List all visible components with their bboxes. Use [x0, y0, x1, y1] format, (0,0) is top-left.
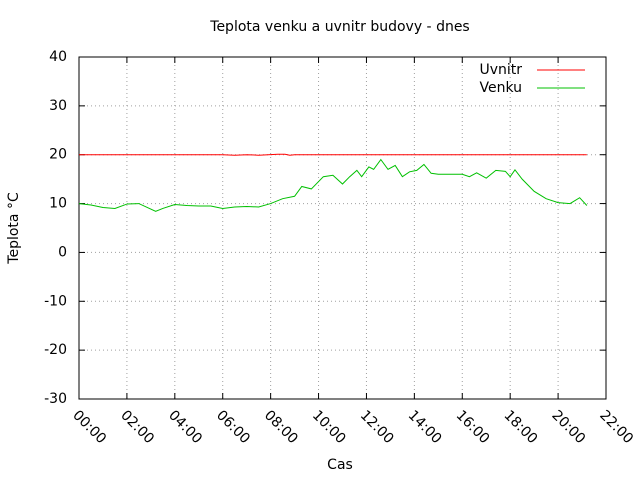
- x-tick-label: 00:00: [69, 407, 109, 447]
- x-tick-label: 12:00: [357, 407, 397, 447]
- x-tick-label: 18:00: [501, 407, 541, 447]
- x-tick-label: 06:00: [213, 407, 253, 447]
- x-tick-label: 02:00: [117, 407, 157, 447]
- x-tick-label: 14:00: [405, 407, 445, 447]
- x-tick-label: 08:00: [261, 407, 301, 447]
- y-tick-label: -30: [44, 391, 67, 407]
- y-tick-label: 10: [49, 196, 67, 212]
- y-tick-label: 30: [49, 98, 67, 114]
- y-axis-label: Teplota °C: [6, 192, 22, 265]
- y-tick-label: -20: [44, 342, 67, 358]
- y-tick-label: 20: [49, 147, 67, 163]
- x-axis-label: Cas: [327, 457, 353, 473]
- data-line: [78, 158, 588, 212]
- chart-title: Teplota venku a uvnitr budovy - dnes: [209, 19, 469, 35]
- x-tick-label: 22:00: [596, 407, 636, 447]
- legend-label: Uvnitr: [479, 62, 522, 78]
- x-tick-label: 16:00: [453, 407, 493, 447]
- legend-label: Venku: [479, 80, 522, 96]
- x-tick-label: 20:00: [548, 407, 588, 447]
- x-tick-label: 10:00: [309, 407, 349, 447]
- y-tick-label: 0: [58, 244, 67, 260]
- x-tick-label: 04:00: [165, 407, 205, 447]
- y-tick-label: -10: [44, 293, 67, 309]
- data-line: [79, 153, 587, 156]
- plot-border: [78, 56, 607, 400]
- y-tick-label: 40: [49, 49, 67, 65]
